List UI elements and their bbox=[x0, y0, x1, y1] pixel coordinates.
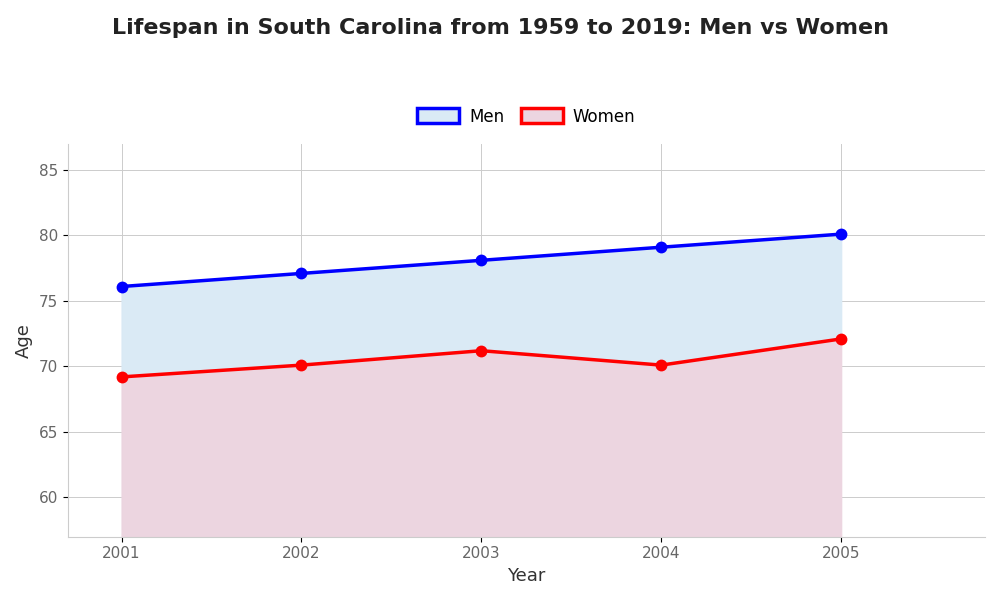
X-axis label: Year: Year bbox=[507, 567, 546, 585]
Legend: Men, Women: Men, Women bbox=[411, 101, 642, 133]
Text: Lifespan in South Carolina from 1959 to 2019: Men vs Women: Lifespan in South Carolina from 1959 to … bbox=[112, 18, 889, 38]
Y-axis label: Age: Age bbox=[15, 323, 33, 358]
